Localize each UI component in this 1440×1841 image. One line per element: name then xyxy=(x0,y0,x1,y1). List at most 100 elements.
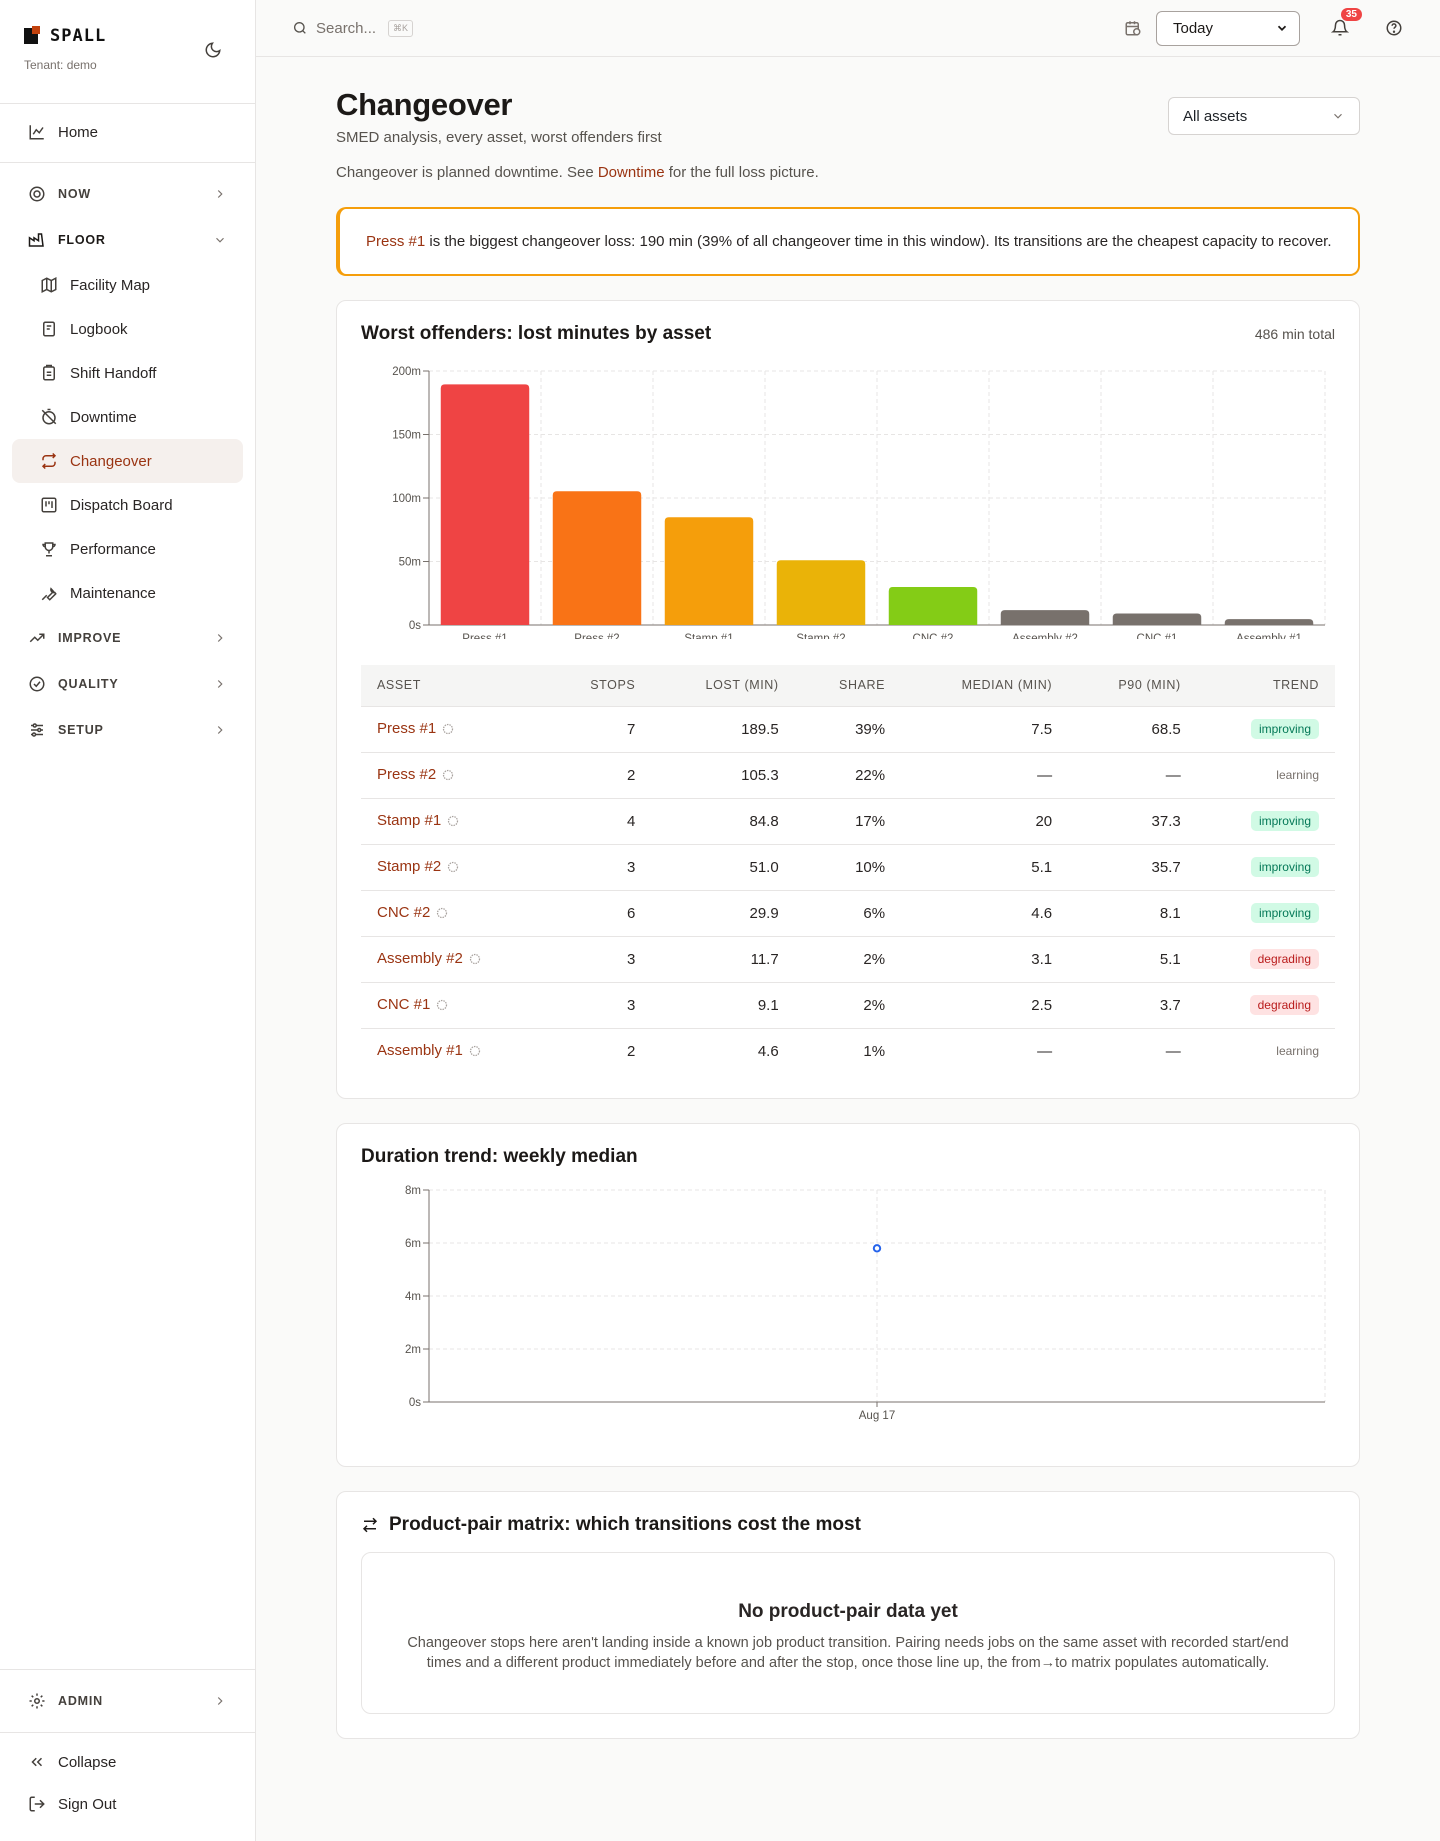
lost-cell: 84.8 xyxy=(651,797,795,844)
page-note: Changeover is planned downtime. See Down… xyxy=(336,164,1360,181)
p90-cell: 37.3 xyxy=(1068,797,1197,844)
chart-icon xyxy=(29,125,44,140)
trophy-icon xyxy=(42,542,56,557)
arrow-left-right-icon xyxy=(362,1517,378,1533)
nav-item-performance[interactable]: Performance xyxy=(12,527,243,571)
trend-cell: degrading xyxy=(1196,981,1335,1028)
nav-item-logbook[interactable]: Logbook xyxy=(12,307,243,351)
lost-minutes-bar-chart: 0s 50m 100m 150m 200m Press #1 Press #2 Stamp #… xyxy=(392,366,1326,639)
nav-item-dispatch-board[interactable]: Dispatch Board xyxy=(12,483,243,527)
nav-item-label: Downtime xyxy=(70,408,137,426)
nav-item-shift-handoff[interactable]: Shift Handoff xyxy=(12,351,243,395)
theme-toggle-moon-icon[interactable] xyxy=(201,38,225,62)
p90-cell: 8.1 xyxy=(1068,889,1197,936)
x-tick-label: Press #2 xyxy=(574,633,619,639)
main-content: Changeover SMED analysis, every asset, w… xyxy=(256,57,1440,1739)
trend-badge: improving xyxy=(1250,811,1319,831)
data-point xyxy=(872,1244,882,1253)
nav-section-now[interactable]: NOW xyxy=(12,171,243,217)
y-tick-label: 6m xyxy=(405,1238,421,1250)
chevron-down-icon xyxy=(216,237,224,243)
downtime-link[interactable]: Downtime xyxy=(597,164,665,181)
column-header[interactable]: SHARE xyxy=(794,665,902,706)
worst-offenders-title: Worst offenders: lost minutes by asset xyxy=(361,323,712,344)
nav-item-facility-map[interactable]: Facility Map xyxy=(12,263,243,307)
nav-home-label: Home xyxy=(58,123,99,141)
nav-section-quality[interactable]: QUALITY xyxy=(12,661,243,707)
asset-filter-select[interactable]: All assets xyxy=(1168,97,1360,135)
y-tick-label: 8m xyxy=(405,1185,421,1197)
logo[interactable]: SPALL xyxy=(24,26,231,46)
table-row[interactable]: Press #1 7 189.5 39% 7.5 68.5 improving xyxy=(361,705,1335,752)
y-tick-label: 4m xyxy=(405,1291,421,1303)
nav-section-setup[interactable]: SETUP xyxy=(12,707,243,753)
status-ring-icon xyxy=(436,998,448,1015)
date-range-select[interactable]: Today xyxy=(1156,10,1300,46)
table-row[interactable]: Press #2 2 105.3 22% — — learning xyxy=(361,751,1335,798)
bar-assembly-1 xyxy=(1224,619,1314,625)
chevron-right-icon xyxy=(217,1697,223,1705)
asset-link[interactable]: Stamp #1 xyxy=(377,811,442,829)
wrench-icon xyxy=(41,587,57,601)
nav-item-label: Shift Handoff xyxy=(70,364,157,382)
nav-section-improve[interactable]: IMPROVE xyxy=(12,615,243,661)
logo-mark-icon xyxy=(24,26,44,46)
column-header[interactable]: P90 (MIN) xyxy=(1068,665,1197,706)
nav-item-changeover[interactable]: Changeover xyxy=(12,439,243,483)
asset-link[interactable]: Assembly #2 xyxy=(377,949,463,967)
alert-asset-link[interactable]: Press #1 xyxy=(366,233,426,250)
asset-link[interactable]: Press #1 xyxy=(377,719,437,737)
column-header[interactable]: STOPS xyxy=(546,665,652,706)
y-tick-label: 2m xyxy=(405,1344,421,1356)
asset-link[interactable]: Press #2 xyxy=(377,765,437,783)
table-row[interactable]: Assembly #1 2 4.6 1% — — learning xyxy=(361,1027,1335,1074)
sign-out-label: Sign Out xyxy=(58,1795,117,1813)
table-row[interactable]: Assembly #2 3 11.7 2% 3.1 5.1 degrading xyxy=(361,935,1335,982)
nav-section-floor[interactable]: FLOOR xyxy=(12,217,243,263)
table-row[interactable]: Stamp #2 3 51.0 10% 5.1 35.7 improving xyxy=(361,843,1335,890)
trend-cell: improving xyxy=(1196,705,1335,752)
column-header[interactable]: LOST (MIN) xyxy=(651,665,795,706)
x-tick-label: CNC #1 xyxy=(1137,633,1178,639)
sign-out-button[interactable]: Sign Out xyxy=(12,1783,243,1825)
status-ring-icon xyxy=(447,860,459,877)
nav-item-maintenance[interactable]: Maintenance xyxy=(12,571,243,615)
search-input[interactable]: Search... ⌘K xyxy=(292,19,414,37)
radar-icon xyxy=(29,186,45,202)
notifications-button[interactable]: 35 xyxy=(1326,8,1362,42)
table-row[interactable]: Stamp #1 4 84.8 17% 20 37.3 improving xyxy=(361,797,1335,844)
tenant-label: Tenant: demo xyxy=(24,58,97,72)
median-cell: 20 xyxy=(901,797,1069,844)
table-row[interactable]: CNC #2 6 29.9 6% 4.6 8.1 improving xyxy=(361,889,1335,936)
asset-cell: Assembly #2 xyxy=(361,935,547,982)
chevron-right-icon xyxy=(217,634,223,642)
collapse-button[interactable]: Collapse xyxy=(12,1741,243,1783)
stops-cell: 6 xyxy=(546,889,652,936)
topbar: Search... ⌘K Today 35 xyxy=(256,0,1440,57)
column-header[interactable]: MEDIAN (MIN) xyxy=(901,665,1069,706)
asset-link[interactable]: Assembly #1 xyxy=(377,1041,463,1059)
table-row[interactable]: CNC #1 3 9.1 2% 2.5 3.7 degrading xyxy=(361,981,1335,1028)
nav-section-now-label: NOW xyxy=(58,187,91,201)
asset-link[interactable]: CNC #1 xyxy=(377,995,431,1013)
p90-cell: — xyxy=(1068,1027,1197,1074)
column-header[interactable]: ASSET xyxy=(361,665,547,706)
column-header[interactable]: TREND xyxy=(1196,665,1335,706)
chevron-down-icon xyxy=(1334,113,1342,119)
p90-cell: — xyxy=(1068,751,1197,798)
help-button[interactable] xyxy=(1380,14,1408,42)
nav-item-downtime[interactable]: Downtime xyxy=(12,395,243,439)
asset-link[interactable]: Stamp #2 xyxy=(377,857,442,875)
empty-state-body: Changeover stops here aren't landing ins… xyxy=(407,1635,1289,1671)
bar-press-2 xyxy=(552,491,642,625)
lost-cell: 189.5 xyxy=(651,705,795,752)
worst-offenders-card: Worst offenders: lost minutes by asset 4… xyxy=(336,300,1360,1099)
nav-section-admin[interactable]: ADMIN xyxy=(12,1678,243,1724)
nav-section-admin-label: ADMIN xyxy=(58,1694,103,1708)
share-cell: 2% xyxy=(794,981,902,1028)
lost-cell: 9.1 xyxy=(651,981,795,1028)
note-prefix: Changeover is planned downtime. See xyxy=(336,164,594,181)
nav-home[interactable]: Home xyxy=(12,112,243,152)
asset-link[interactable]: CNC #2 xyxy=(377,903,431,921)
offenders-table: ASSET STOPS LOST (MIN) SHARE MEDIAN (MIN) P90… xyxy=(361,665,1335,1074)
